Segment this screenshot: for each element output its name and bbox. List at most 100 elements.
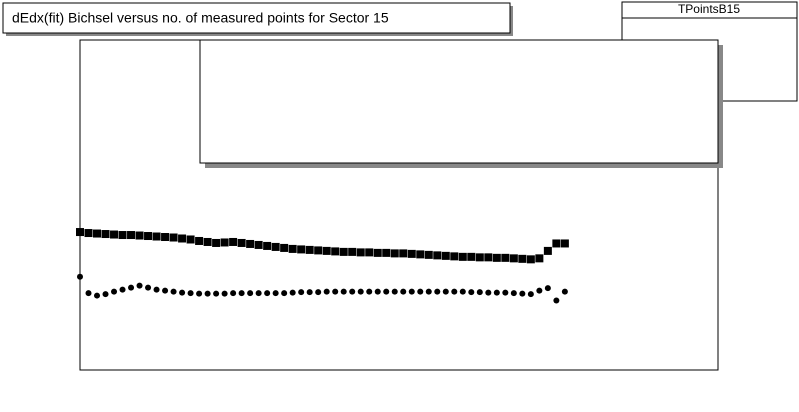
point — [204, 290, 211, 297]
point — [111, 288, 118, 295]
point — [536, 287, 543, 294]
point — [407, 249, 416, 258]
point — [509, 254, 518, 263]
point — [366, 288, 373, 295]
point — [314, 246, 323, 255]
point — [543, 246, 552, 255]
point — [560, 239, 569, 248]
point — [297, 245, 306, 254]
point — [254, 240, 263, 249]
profiles — [76, 228, 569, 304]
point — [119, 286, 126, 293]
point — [263, 241, 272, 250]
point — [526, 255, 535, 264]
point — [493, 289, 500, 296]
point — [424, 250, 433, 259]
point — [535, 254, 544, 263]
point — [408, 288, 415, 295]
point — [390, 249, 399, 258]
point — [476, 289, 483, 296]
point — [212, 238, 221, 247]
point — [85, 290, 92, 297]
point — [306, 289, 313, 296]
title-frame — [2, 2, 511, 34]
point — [298, 289, 305, 296]
point — [230, 290, 237, 297]
point — [340, 288, 347, 295]
point — [102, 291, 109, 298]
point — [374, 288, 381, 295]
point — [383, 288, 390, 295]
point — [221, 290, 228, 297]
point — [451, 288, 458, 295]
point — [475, 253, 484, 262]
point — [450, 252, 459, 261]
point — [264, 290, 271, 297]
point — [136, 282, 143, 289]
point — [238, 290, 245, 297]
point — [357, 288, 364, 295]
point — [417, 288, 424, 295]
point — [441, 251, 450, 260]
point — [339, 247, 348, 256]
point — [459, 288, 466, 295]
point — [161, 233, 170, 242]
point — [331, 247, 340, 256]
point — [305, 245, 314, 254]
point — [179, 289, 186, 296]
point — [288, 244, 297, 253]
point — [510, 290, 517, 297]
point — [442, 288, 449, 295]
point — [229, 237, 238, 246]
point — [382, 248, 391, 257]
point — [425, 288, 432, 295]
point — [127, 231, 136, 240]
point — [527, 291, 534, 298]
point — [518, 254, 527, 263]
point — [356, 248, 365, 257]
point — [84, 229, 93, 238]
point — [135, 231, 144, 240]
point — [492, 253, 501, 262]
point — [561, 288, 568, 295]
point — [501, 253, 510, 262]
point — [271, 242, 280, 251]
point — [519, 290, 526, 297]
point — [255, 290, 262, 297]
point — [187, 290, 194, 297]
point — [433, 251, 442, 260]
point — [169, 233, 178, 242]
point — [118, 231, 127, 240]
chart-title: dEdx(fit) Bichsel versus no. of measured… — [12, 10, 389, 26]
point — [195, 236, 204, 245]
point — [144, 232, 153, 241]
point — [110, 230, 119, 239]
point — [553, 297, 560, 304]
point — [203, 237, 212, 246]
point — [349, 288, 356, 295]
point — [468, 289, 475, 296]
point — [399, 249, 408, 258]
point — [400, 288, 407, 295]
point — [94, 292, 101, 299]
point — [162, 287, 169, 294]
point — [128, 284, 135, 291]
point — [458, 252, 467, 261]
point — [467, 252, 476, 261]
point — [552, 239, 561, 248]
point — [196, 290, 203, 297]
point — [213, 290, 220, 297]
point — [280, 243, 289, 252]
point — [391, 288, 398, 295]
point — [502, 289, 509, 296]
point — [332, 288, 339, 295]
point — [246, 239, 255, 248]
point — [272, 290, 279, 297]
point — [247, 290, 254, 297]
point — [544, 285, 551, 292]
point — [484, 253, 493, 262]
legend-frame — [199, 39, 719, 164]
point — [186, 235, 195, 244]
point — [145, 284, 152, 291]
